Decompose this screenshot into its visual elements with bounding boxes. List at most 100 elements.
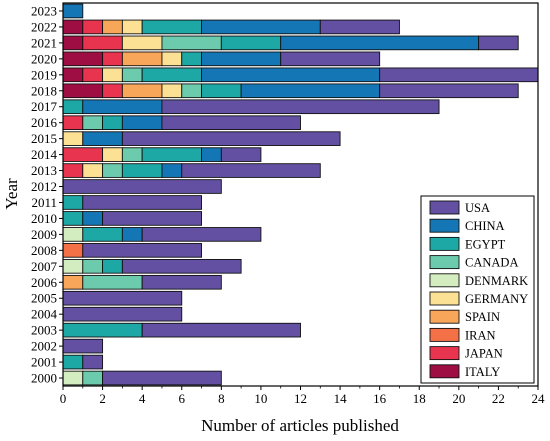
y-tick-label: 2018 — [31, 83, 57, 98]
bar-usa-2013 — [181, 163, 321, 178]
y-tick-label: 2022 — [31, 19, 57, 34]
tick-layer: 0 2 4 6 8 10 12 14 16 18 20 22 242000200120022003200… — [31, 3, 545, 406]
x-tick-label: 6 — [179, 391, 186, 406]
legend-swatch-usa — [429, 200, 460, 215]
legend-swatch-china — [429, 218, 460, 233]
bar-usa-2016 — [161, 115, 301, 130]
bar-japan-2013 — [62, 163, 84, 178]
bar-china-2013 — [161, 163, 183, 178]
bar-italy-2019 — [62, 67, 84, 83]
bar-canada-2016 — [82, 115, 104, 130]
bar-china-2010 — [82, 211, 104, 226]
bar-canada-2013 — [102, 163, 123, 178]
bar-china-2022 — [201, 19, 321, 35]
y-tick-label: 2014 — [31, 147, 58, 162]
y-tick-label: 2008 — [31, 243, 57, 258]
y-tick-label: 2020 — [31, 51, 57, 66]
y-tick-label: 2010 — [31, 211, 57, 226]
bar-canada-2006 — [82, 274, 143, 290]
bar-egypt-2019 — [141, 67, 202, 83]
bar-usa-2012 — [62, 179, 222, 194]
x-tick-label: 10 — [254, 391, 267, 406]
bar-germany-2022 — [121, 19, 143, 35]
bar-usa-2000 — [102, 370, 222, 386]
bar-china-2014 — [201, 147, 222, 162]
legend-swatch-spain — [429, 309, 460, 324]
legend-label-germany: GERMANY — [465, 292, 528, 306]
y-tick-label: 2007 — [31, 259, 58, 274]
bar-egypt-2022 — [141, 19, 202, 35]
bar-egypt-2009 — [82, 227, 123, 242]
bar-usa-2014 — [220, 147, 262, 162]
bar-china-2019 — [201, 67, 381, 83]
legend-label-denmark: DENMARK — [465, 274, 528, 288]
x-tick-label: 20 — [452, 391, 465, 406]
legend-label-canada: CANADA — [465, 256, 518, 270]
bar-usa-2003 — [141, 322, 301, 338]
bar-japan-2019 — [82, 67, 104, 83]
legend-swatch-egypt — [429, 236, 460, 251]
bar-italy-2022 — [62, 19, 84, 35]
bar-usa-2022 — [319, 19, 400, 35]
x-tick-label: 24 — [532, 391, 546, 406]
x-tick-label: 2 — [99, 391, 106, 406]
legend-label-spain: SPAIN — [465, 310, 500, 324]
bar-canada-2014 — [121, 147, 143, 162]
bar-egypt-2014 — [141, 147, 202, 162]
bar-china-2009 — [121, 227, 143, 242]
y-tick-label: 2002 — [31, 339, 57, 354]
bar-usa-2008 — [82, 243, 202, 258]
bar-canada-2021 — [161, 35, 222, 51]
y-tick-label: 2012 — [31, 179, 57, 194]
legend-swatch-italy — [429, 364, 460, 379]
bar-italy-2018 — [62, 83, 104, 99]
y-tick-label: 2011 — [31, 195, 57, 210]
bar-usa-2009 — [141, 227, 262, 242]
bar-denmark-2000 — [62, 370, 84, 386]
x-tick-label: 8 — [218, 391, 225, 406]
x-tick-label: 12 — [294, 391, 307, 406]
y-tick-label: 2006 — [31, 275, 58, 290]
legend-label-egypt: EGYPT — [465, 237, 506, 251]
y-tick-label: 2015 — [31, 131, 57, 146]
x-tick-label: 18 — [413, 391, 426, 406]
bar-spain-2022 — [102, 19, 123, 35]
bar-japan-2016 — [62, 115, 84, 130]
bar-spain-2018 — [121, 83, 163, 99]
bar-usa-2021 — [478, 35, 519, 51]
bar-japan-2021 — [82, 35, 123, 51]
bar-germany-2019 — [102, 67, 123, 83]
bar-usa-2004 — [62, 306, 183, 322]
bar-usa-2015 — [121, 131, 341, 146]
bar-denmark-2009 — [62, 227, 84, 242]
bar-egypt-2016 — [102, 115, 123, 130]
bar-germany-2021 — [121, 35, 163, 51]
bar-germany-2014 — [102, 147, 123, 162]
y-tick-label: 2004 — [31, 307, 58, 322]
x-tick-label: 14 — [334, 391, 348, 406]
legend-swatch-canada — [429, 255, 460, 270]
bar-usa-2006 — [141, 274, 222, 290]
x-tick-label: 4 — [139, 391, 146, 406]
y-tick-label: 2005 — [31, 291, 57, 306]
y-tick-label: 2001 — [31, 355, 57, 370]
bar-germany-2020 — [161, 51, 183, 67]
bar-usa-2011 — [82, 195, 202, 210]
bar-canada-2007 — [82, 259, 104, 274]
y-tick-label: 2000 — [31, 371, 57, 386]
bar-italy-2020 — [62, 51, 104, 67]
y-tick-label: 2021 — [31, 35, 57, 50]
bar-usa-2019 — [379, 67, 539, 83]
bar-canada-2000 — [82, 370, 104, 386]
bar-germany-2015 — [62, 131, 84, 146]
y-tick-label: 2009 — [31, 227, 57, 242]
y-tick-label: 2003 — [31, 323, 57, 338]
bar-germany-2013 — [82, 163, 104, 178]
bar-japan-2014 — [62, 147, 104, 162]
legend-label-italy: ITALY — [465, 365, 500, 379]
bar-italy-2021 — [62, 35, 84, 51]
bar-usa-2007 — [121, 259, 242, 274]
bar-canada-2018 — [181, 83, 202, 99]
y-tick-label: 2023 — [31, 3, 57, 18]
